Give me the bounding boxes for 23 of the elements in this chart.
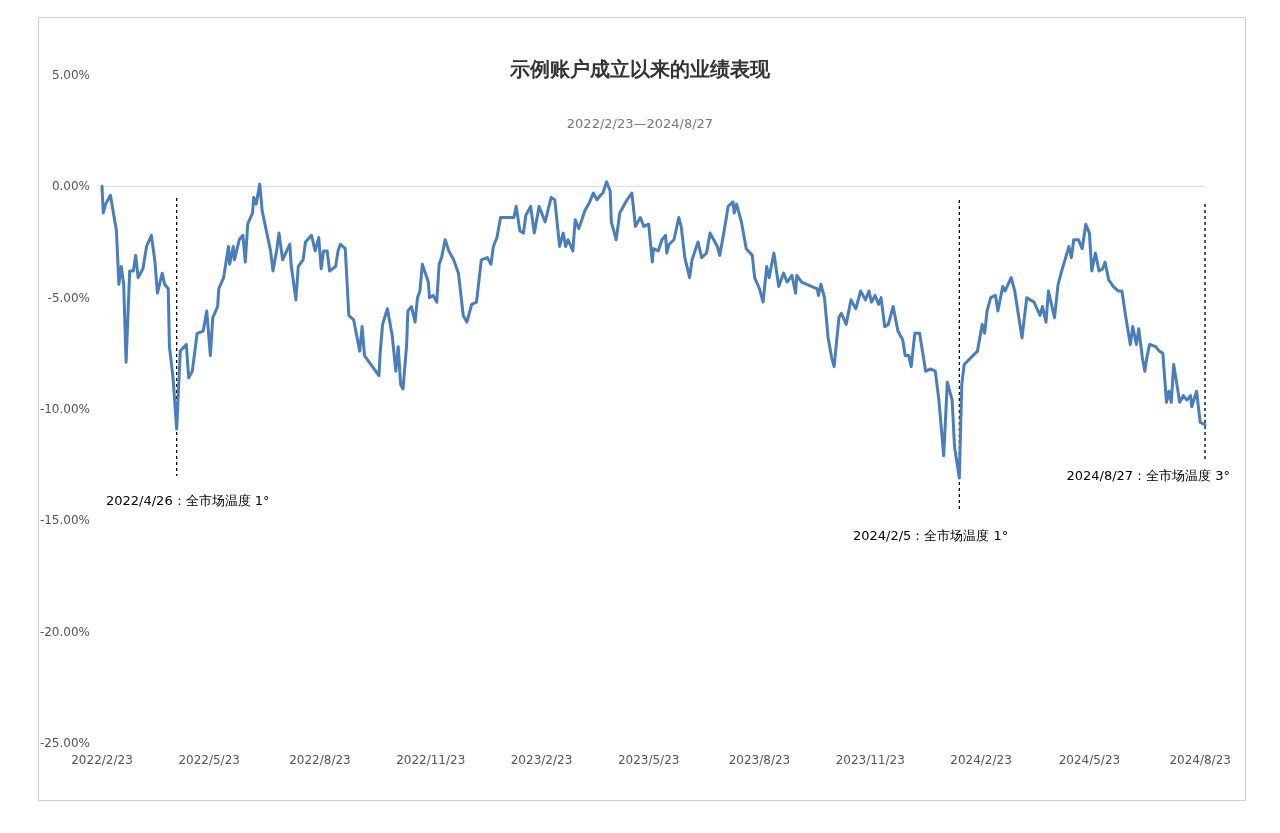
x-tick-label: 2023/8/23 [728, 753, 791, 767]
y-tick-label: -5.00% [47, 290, 90, 305]
x-tick-label: 2023/5/23 [617, 753, 680, 767]
y-tick-label: -20.00% [39, 624, 90, 639]
y-tick-label: 5.00% [51, 68, 90, 82]
x-tick-label: 2024/5/23 [1058, 753, 1121, 767]
chart-title: 示例账户成立以来的业绩表现 [509, 57, 771, 81]
x-tick-label: 2022/2/23 [71, 753, 133, 767]
y-tick-label: -25.00% [39, 736, 90, 750]
y-tick-label: -10.00% [39, 402, 90, 416]
ref-line-label: 2024/2/5：全市场温度 1° [853, 528, 1009, 543]
x-tick-label: 2023/2/23 [510, 753, 573, 767]
x-tick-label: 2023/11/23 [835, 753, 905, 767]
x-tick-label: 2024/8/23 [1169, 753, 1231, 767]
y-tick-label: -15.00% [39, 513, 90, 528]
text: 2022/2/23—2024/8/27 [566, 116, 714, 131]
x-tick-label: 2022/8/23 [289, 753, 351, 767]
y-tick-label: 0.00% [51, 179, 90, 194]
x-tick-label: 2022/5/23 [178, 753, 240, 767]
ref-line-label: 2024/8/27：全市场温度 3° [1066, 468, 1230, 483]
ref-line-label: 2022/4/26：全市场温度 1° [106, 493, 270, 508]
x-tick-label: 2024/2/23 [950, 753, 1012, 767]
x-tick-label: 2022/11/23 [396, 753, 466, 767]
